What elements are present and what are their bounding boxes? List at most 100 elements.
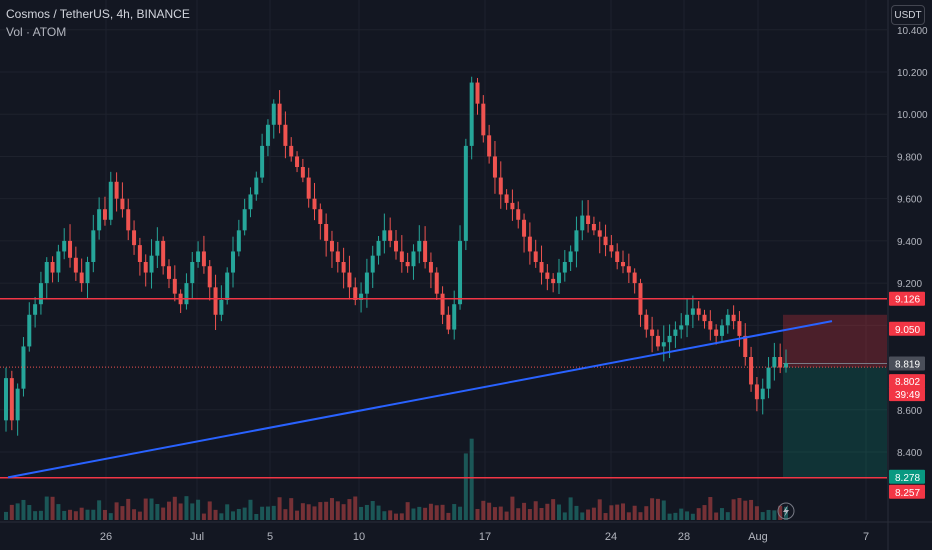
line-layer (0, 297, 887, 479)
candle-body (335, 251, 340, 262)
candle-body (487, 135, 492, 157)
volume-bar (516, 508, 521, 520)
volume-bar (137, 511, 142, 520)
volume-bar (545, 503, 550, 520)
price-label-bg (889, 469, 925, 484)
volume-bar (295, 510, 300, 520)
volume-bar (184, 496, 189, 520)
volume-bar (161, 507, 166, 520)
volume-bar (673, 512, 678, 520)
volume-bar (568, 497, 573, 520)
candle-body (161, 240, 166, 267)
volume-bar (102, 509, 107, 520)
candle-body (91, 230, 96, 262)
volume-bar (778, 505, 783, 520)
candle-body (219, 300, 224, 315)
volume-bar (475, 508, 480, 520)
volume-bar (667, 513, 672, 520)
volume-bar (690, 513, 695, 520)
volume-bar (655, 498, 660, 520)
volume-bar (458, 506, 463, 520)
volume-bar (481, 500, 486, 520)
volume-bar (265, 506, 270, 520)
volume-bar (236, 508, 241, 520)
volume-bar (702, 505, 707, 520)
candle-body (533, 251, 538, 262)
volume-indicator-label[interactable]: Vol · ATOM (6, 25, 67, 39)
symbol-title[interactable]: Cosmos / TetherUS, 4h, BINANCE (6, 7, 190, 21)
price-label-text: 8.278 (895, 473, 920, 484)
volume-bar (551, 499, 556, 520)
candle-body (277, 103, 282, 125)
volume-bar (766, 509, 771, 520)
volume-bar (85, 509, 90, 520)
volume-bar (644, 506, 649, 520)
candle-body (382, 230, 387, 241)
candle-body (492, 156, 497, 178)
volume-bar (428, 503, 433, 520)
volume-bar (487, 502, 492, 520)
volume-bar (225, 504, 230, 520)
candle-body (434, 272, 439, 294)
candle-body (4, 378, 8, 421)
candle-body (236, 230, 241, 252)
volume-bar (417, 506, 422, 520)
volume-bar (423, 507, 428, 520)
x-tick-label: 17 (479, 531, 491, 543)
candle-body (207, 266, 212, 288)
candle-body (15, 388, 20, 421)
lightning-icon (777, 502, 795, 520)
volume-bar (650, 498, 655, 520)
volume-bar (56, 504, 61, 520)
volume-bar (190, 503, 195, 520)
volume-bar (504, 511, 509, 520)
volume-bar (638, 512, 643, 520)
candle-body (137, 245, 142, 262)
volume-bar (283, 509, 288, 520)
candle-body (114, 181, 119, 199)
candle-body (271, 103, 276, 125)
volume-bar (277, 497, 282, 520)
price-label-bg (889, 321, 925, 336)
volume-bar (685, 511, 690, 520)
candle-body (44, 262, 49, 284)
volume-bar (318, 502, 323, 520)
candle-body (370, 255, 375, 273)
candle-body (452, 304, 457, 330)
candle-body (126, 209, 131, 231)
volume-bar (359, 506, 364, 520)
volume-layer (4, 438, 788, 520)
volume-bar (749, 499, 754, 520)
volume-bar (329, 498, 334, 520)
candle-body (731, 314, 736, 322)
price-label-layer: 9.126 9.050 8.819 8.802 39:49 8.278 8.257 (889, 291, 925, 499)
candle-body (644, 314, 649, 330)
volume-bar (33, 511, 38, 520)
candle-body (242, 209, 247, 231)
candle-body (225, 272, 230, 300)
volume-bar (271, 505, 276, 520)
y-tick-label: 9.600 (897, 195, 922, 206)
volume-bar (97, 500, 102, 520)
candle-body (312, 198, 317, 210)
candle-body (359, 293, 364, 300)
volume-bar (120, 506, 125, 520)
currency-button[interactable]: USDT (891, 5, 925, 25)
volume-bar (38, 510, 43, 520)
volume-bar (597, 499, 602, 520)
candle-body (428, 262, 433, 273)
volume-bar (207, 501, 212, 520)
volume-bar (114, 502, 119, 520)
volume-bar (242, 507, 247, 520)
candle-body (56, 251, 61, 273)
volume-bar (405, 502, 410, 520)
candle-body (679, 325, 684, 330)
volume-bar (388, 510, 393, 520)
candle-body (778, 357, 783, 368)
volume-bar (696, 508, 701, 520)
candle-body (405, 262, 410, 267)
volume-bar (289, 498, 294, 520)
volume-bar (347, 499, 352, 520)
